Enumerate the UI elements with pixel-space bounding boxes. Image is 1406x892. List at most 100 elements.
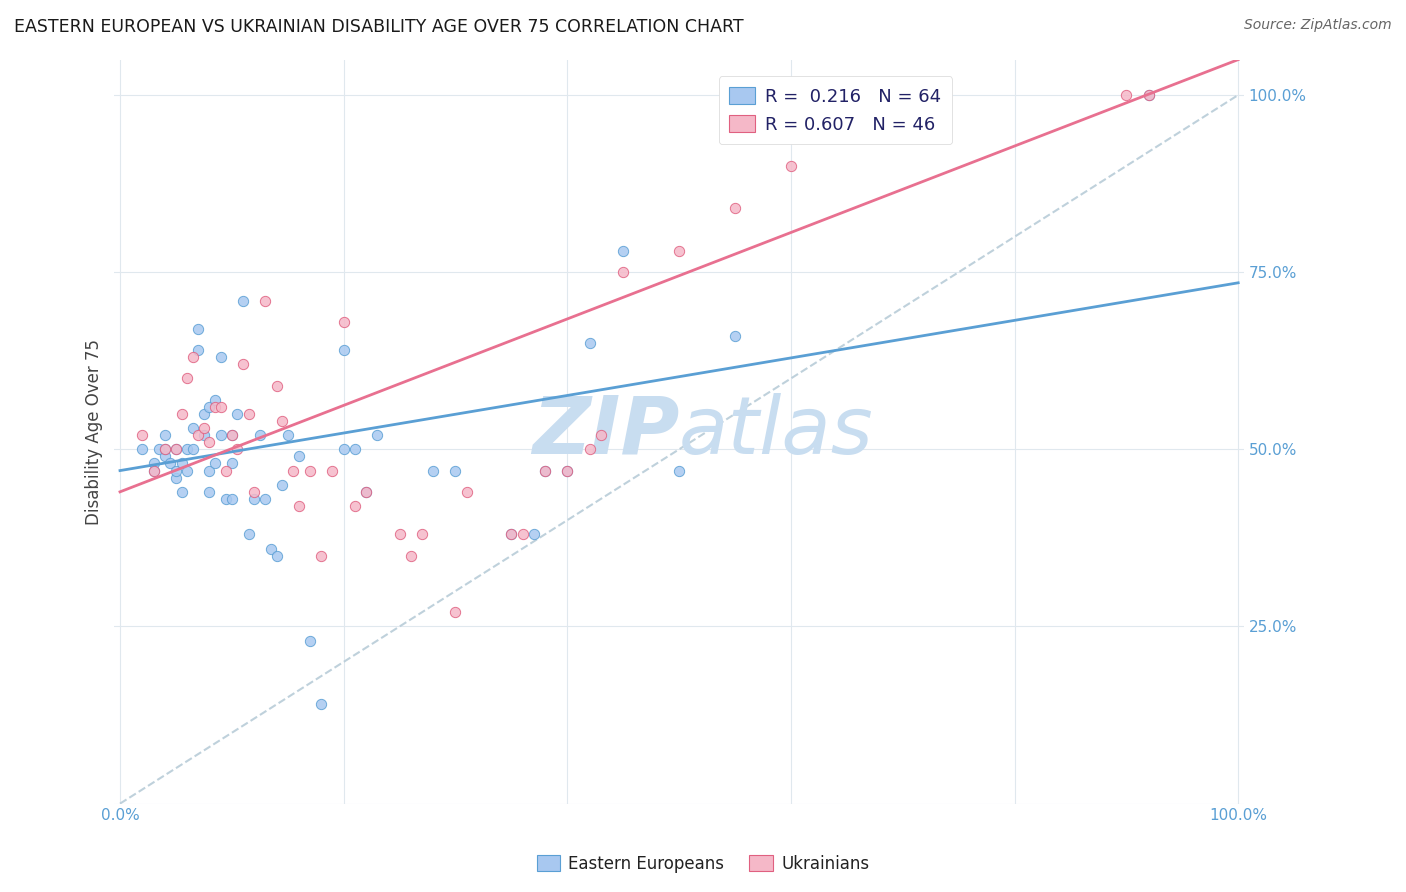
Point bbox=[311, 549, 333, 563]
Point bbox=[266, 378, 288, 392]
Point bbox=[221, 457, 243, 471]
Point bbox=[555, 464, 578, 478]
Point bbox=[193, 407, 215, 421]
Point bbox=[165, 442, 187, 457]
Point bbox=[209, 350, 232, 364]
Point bbox=[835, 88, 858, 103]
Point bbox=[159, 457, 181, 471]
Point bbox=[153, 428, 176, 442]
Point bbox=[176, 442, 198, 457]
Point bbox=[131, 442, 153, 457]
Point bbox=[193, 428, 215, 442]
Point bbox=[288, 499, 311, 513]
Point bbox=[668, 464, 690, 478]
Point bbox=[724, 202, 747, 216]
Point bbox=[456, 484, 478, 499]
Point bbox=[271, 477, 294, 491]
Point bbox=[332, 315, 354, 329]
Point bbox=[170, 407, 193, 421]
Point bbox=[165, 442, 187, 457]
Point bbox=[142, 457, 165, 471]
Point bbox=[1115, 88, 1137, 103]
Text: Source: ZipAtlas.com: Source: ZipAtlas.com bbox=[1244, 18, 1392, 32]
Point bbox=[198, 464, 221, 478]
Point bbox=[343, 499, 366, 513]
Point bbox=[198, 435, 221, 450]
Point bbox=[578, 442, 600, 457]
Point bbox=[243, 484, 266, 499]
Point bbox=[148, 442, 170, 457]
Point bbox=[534, 464, 557, 478]
Point bbox=[165, 464, 187, 478]
Point bbox=[187, 343, 209, 358]
Point bbox=[221, 428, 243, 442]
Point bbox=[176, 371, 198, 385]
Point bbox=[266, 549, 288, 563]
Point bbox=[204, 400, 226, 414]
Point bbox=[226, 407, 249, 421]
Point bbox=[1137, 88, 1160, 103]
Point bbox=[170, 457, 193, 471]
Point bbox=[612, 265, 634, 279]
Point bbox=[181, 350, 204, 364]
Point bbox=[388, 527, 411, 541]
Point bbox=[181, 421, 204, 435]
Point bbox=[321, 464, 343, 478]
Text: ZIP: ZIP bbox=[531, 392, 679, 471]
Point bbox=[221, 428, 243, 442]
Point bbox=[891, 88, 914, 103]
Point bbox=[215, 491, 238, 506]
Point bbox=[238, 527, 260, 541]
Point bbox=[153, 442, 176, 457]
Point bbox=[131, 428, 153, 442]
Point bbox=[422, 464, 444, 478]
Point bbox=[512, 527, 534, 541]
Point bbox=[501, 527, 523, 541]
Point bbox=[226, 442, 249, 457]
Point bbox=[299, 464, 322, 478]
Point bbox=[198, 484, 221, 499]
Point bbox=[399, 549, 422, 563]
Point bbox=[523, 527, 546, 541]
Point bbox=[288, 450, 311, 464]
Point bbox=[299, 633, 322, 648]
Legend: R =  0.216   N = 64, R = 0.607   N = 46: R = 0.216 N = 64, R = 0.607 N = 46 bbox=[718, 76, 952, 145]
Point bbox=[277, 428, 299, 442]
Point bbox=[444, 605, 467, 619]
Point bbox=[198, 400, 221, 414]
Point bbox=[260, 541, 283, 556]
Point bbox=[501, 527, 523, 541]
Point bbox=[354, 484, 377, 499]
Point bbox=[668, 244, 690, 258]
Point bbox=[444, 464, 467, 478]
Point bbox=[555, 464, 578, 478]
Point bbox=[534, 464, 557, 478]
Point bbox=[176, 464, 198, 478]
Point bbox=[232, 293, 254, 308]
Point bbox=[215, 464, 238, 478]
Text: atlas: atlas bbox=[679, 392, 875, 471]
Y-axis label: Disability Age Over 75: Disability Age Over 75 bbox=[86, 339, 103, 524]
Point bbox=[332, 442, 354, 457]
Point bbox=[153, 442, 176, 457]
Point bbox=[170, 484, 193, 499]
Point bbox=[354, 484, 377, 499]
Point bbox=[332, 343, 354, 358]
Point bbox=[221, 491, 243, 506]
Point bbox=[204, 457, 226, 471]
Point bbox=[249, 428, 271, 442]
Point bbox=[142, 464, 165, 478]
Point bbox=[209, 428, 232, 442]
Point bbox=[209, 400, 232, 414]
Point bbox=[612, 244, 634, 258]
Point bbox=[204, 392, 226, 407]
Point bbox=[366, 428, 388, 442]
Point bbox=[254, 491, 277, 506]
Point bbox=[578, 336, 600, 351]
Point bbox=[181, 442, 204, 457]
Point bbox=[153, 450, 176, 464]
Point bbox=[254, 293, 277, 308]
Point bbox=[243, 491, 266, 506]
Point bbox=[780, 159, 803, 173]
Point bbox=[165, 471, 187, 485]
